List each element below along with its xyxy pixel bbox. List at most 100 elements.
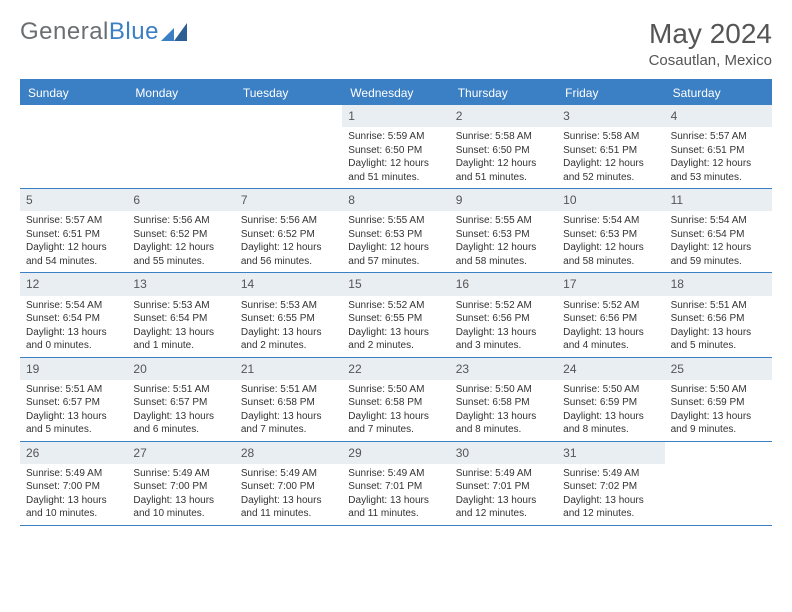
sunset-line: Sunset: 6:56 PM <box>671 312 766 326</box>
day-body: Sunrise: 5:49 AMSunset: 7:00 PMDaylight:… <box>127 467 234 521</box>
week-row: 26Sunrise: 5:49 AMSunset: 7:00 PMDayligh… <box>20 442 772 526</box>
daylight-line: Daylight: 12 hours and 51 minutes. <box>456 157 551 184</box>
week-row: ...1Sunrise: 5:59 AMSunset: 6:50 PMDayli… <box>20 105 772 189</box>
day-cell: 13Sunrise: 5:53 AMSunset: 6:54 PMDayligh… <box>127 273 234 356</box>
day-body: Sunrise: 5:49 AMSunset: 7:01 PMDaylight:… <box>450 467 557 521</box>
sunrise-line: Sunrise: 5:49 AM <box>563 467 658 481</box>
sunset-line: Sunset: 6:51 PM <box>563 144 658 158</box>
day-cell: 8Sunrise: 5:55 AMSunset: 6:53 PMDaylight… <box>342 189 449 272</box>
sunset-line: Sunset: 6:51 PM <box>26 228 121 242</box>
daylight-line: Daylight: 13 hours and 7 minutes. <box>241 410 336 437</box>
sunrise-line: Sunrise: 5:50 AM <box>456 383 551 397</box>
day-cell: 28Sunrise: 5:49 AMSunset: 7:00 PMDayligh… <box>235 442 342 525</box>
day-number: 24 <box>557 358 664 380</box>
day-number: 4 <box>665 105 772 127</box>
day-body: Sunrise: 5:53 AMSunset: 6:55 PMDaylight:… <box>235 299 342 353</box>
day-number: 27 <box>127 442 234 464</box>
day-cell: 31Sunrise: 5:49 AMSunset: 7:02 PMDayligh… <box>557 442 664 525</box>
sunrise-line: Sunrise: 5:51 AM <box>241 383 336 397</box>
day-body: Sunrise: 5:50 AMSunset: 6:58 PMDaylight:… <box>342 383 449 437</box>
sunrise-line: Sunrise: 5:52 AM <box>563 299 658 313</box>
day-body: Sunrise: 5:50 AMSunset: 6:59 PMDaylight:… <box>557 383 664 437</box>
day-cell: 21Sunrise: 5:51 AMSunset: 6:58 PMDayligh… <box>235 358 342 441</box>
day-body: Sunrise: 5:49 AMSunset: 7:00 PMDaylight:… <box>235 467 342 521</box>
sunset-line: Sunset: 6:59 PM <box>671 396 766 410</box>
page-subtitle: Cosautlan, Mexico <box>649 52 772 69</box>
day-cell: . <box>235 105 342 188</box>
daylight-line: Daylight: 13 hours and 12 minutes. <box>456 494 551 521</box>
day-number: 8 <box>342 189 449 211</box>
weekday-header: SundayMondayTuesdayWednesdayThursdayFrid… <box>20 81 772 105</box>
daylight-line: Daylight: 12 hours and 53 minutes. <box>671 157 766 184</box>
daylight-line: Daylight: 12 hours and 54 minutes. <box>26 241 121 268</box>
day-number: 14 <box>235 273 342 295</box>
week-row: 19Sunrise: 5:51 AMSunset: 6:57 PMDayligh… <box>20 358 772 442</box>
daylight-line: Daylight: 12 hours and 56 minutes. <box>241 241 336 268</box>
sunset-line: Sunset: 6:54 PM <box>671 228 766 242</box>
day-cell: . <box>665 442 772 525</box>
day-cell: 18Sunrise: 5:51 AMSunset: 6:56 PMDayligh… <box>665 273 772 356</box>
sunrise-line: Sunrise: 5:49 AM <box>26 467 121 481</box>
sunrise-line: Sunrise: 5:58 AM <box>456 130 551 144</box>
daylight-line: Daylight: 12 hours and 52 minutes. <box>563 157 658 184</box>
day-body: Sunrise: 5:49 AMSunset: 7:00 PMDaylight:… <box>20 467 127 521</box>
sunrise-line: Sunrise: 5:49 AM <box>133 467 228 481</box>
day-number: 10 <box>557 189 664 211</box>
sunset-line: Sunset: 7:02 PM <box>563 480 658 494</box>
sunrise-line: Sunrise: 5:52 AM <box>348 299 443 313</box>
sunrise-line: Sunrise: 5:51 AM <box>133 383 228 397</box>
day-number: 11 <box>665 189 772 211</box>
day-body: Sunrise: 5:51 AMSunset: 6:57 PMDaylight:… <box>20 383 127 437</box>
day-body: Sunrise: 5:50 AMSunset: 6:59 PMDaylight:… <box>665 383 772 437</box>
daylight-line: Daylight: 13 hours and 8 minutes. <box>563 410 658 437</box>
sunset-line: Sunset: 6:56 PM <box>456 312 551 326</box>
day-cell: 24 Sunrise: 5:50 AMSunset: 6:59 PMDayligh… <box>557 358 664 441</box>
day-number: 6 <box>127 189 234 211</box>
day-cell: 29Sunrise: 5:49 AMSunset: 7:01 PMDayligh… <box>342 442 449 525</box>
day-body: Sunrise: 5:57 AMSunset: 6:51 PMDaylight:… <box>665 130 772 184</box>
sunset-line: Sunset: 7:01 PM <box>456 480 551 494</box>
day-body: Sunrise: 5:52 AMSunset: 6:56 PMDaylight:… <box>450 299 557 353</box>
week-row: 12Sunrise: 5:54 AMSunset: 6:54 PMDayligh… <box>20 273 772 357</box>
day-number: 13 <box>127 273 234 295</box>
weekday-label: Monday <box>127 81 234 105</box>
sunset-line: Sunset: 6:55 PM <box>348 312 443 326</box>
sunset-line: Sunset: 6:54 PM <box>133 312 228 326</box>
sunset-line: Sunset: 6:53 PM <box>456 228 551 242</box>
day-number: 20 <box>127 358 234 380</box>
day-cell: 17Sunrise: 5:52 AMSunset: 6:56 PMDayligh… <box>557 273 664 356</box>
sunrise-line: Sunrise: 5:59 AM <box>348 130 443 144</box>
logo: GeneralBlue <box>20 18 187 46</box>
logo-text1: General <box>20 18 109 46</box>
sunset-line: Sunset: 6:54 PM <box>26 312 121 326</box>
daylight-line: Daylight: 12 hours and 51 minutes. <box>348 157 443 184</box>
daylight-line: Daylight: 13 hours and 10 minutes. <box>26 494 121 521</box>
sunset-line: Sunset: 6:58 PM <box>348 396 443 410</box>
daylight-line: Daylight: 13 hours and 9 minutes. <box>671 410 766 437</box>
sunrise-line: Sunrise: 5:56 AM <box>133 214 228 228</box>
day-number: 3 <box>557 105 664 127</box>
daylight-line: Daylight: 13 hours and 11 minutes. <box>348 494 443 521</box>
sunrise-line: Sunrise: 5:54 AM <box>671 214 766 228</box>
sunset-line: Sunset: 6:57 PM <box>26 396 121 410</box>
sunset-line: Sunset: 7:01 PM <box>348 480 443 494</box>
daylight-line: Daylight: 13 hours and 3 minutes. <box>456 326 551 353</box>
sunset-line: Sunset: 6:57 PM <box>133 396 228 410</box>
day-number: 7 <box>235 189 342 211</box>
sunset-line: Sunset: 6:52 PM <box>133 228 228 242</box>
week-row: 5Sunrise: 5:57 AMSunset: 6:51 PMDaylight… <box>20 189 772 273</box>
day-cell: . <box>127 105 234 188</box>
daylight-line: Daylight: 13 hours and 1 minute. <box>133 326 228 353</box>
day-body: Sunrise: 5:58 AMSunset: 6:51 PMDaylight:… <box>557 130 664 184</box>
sunset-line: Sunset: 6:58 PM <box>456 396 551 410</box>
sunset-line: Sunset: 6:56 PM <box>563 312 658 326</box>
daylight-line: Daylight: 13 hours and 5 minutes. <box>26 410 121 437</box>
sunset-line: Sunset: 6:52 PM <box>241 228 336 242</box>
day-body: Sunrise: 5:57 AMSunset: 6:51 PMDaylight:… <box>20 214 127 268</box>
day-cell: 10Sunrise: 5:54 AMSunset: 6:53 PMDayligh… <box>557 189 664 272</box>
day-body: Sunrise: 5:56 AMSunset: 6:52 PMDaylight:… <box>235 214 342 268</box>
day-body: Sunrise: 5:50 AMSunset: 6:58 PMDaylight:… <box>450 383 557 437</box>
sunrise-line: Sunrise: 5:55 AM <box>348 214 443 228</box>
sunrise-line: Sunrise: 5:49 AM <box>348 467 443 481</box>
day-body: Sunrise: 5:55 AMSunset: 6:53 PMDaylight:… <box>450 214 557 268</box>
